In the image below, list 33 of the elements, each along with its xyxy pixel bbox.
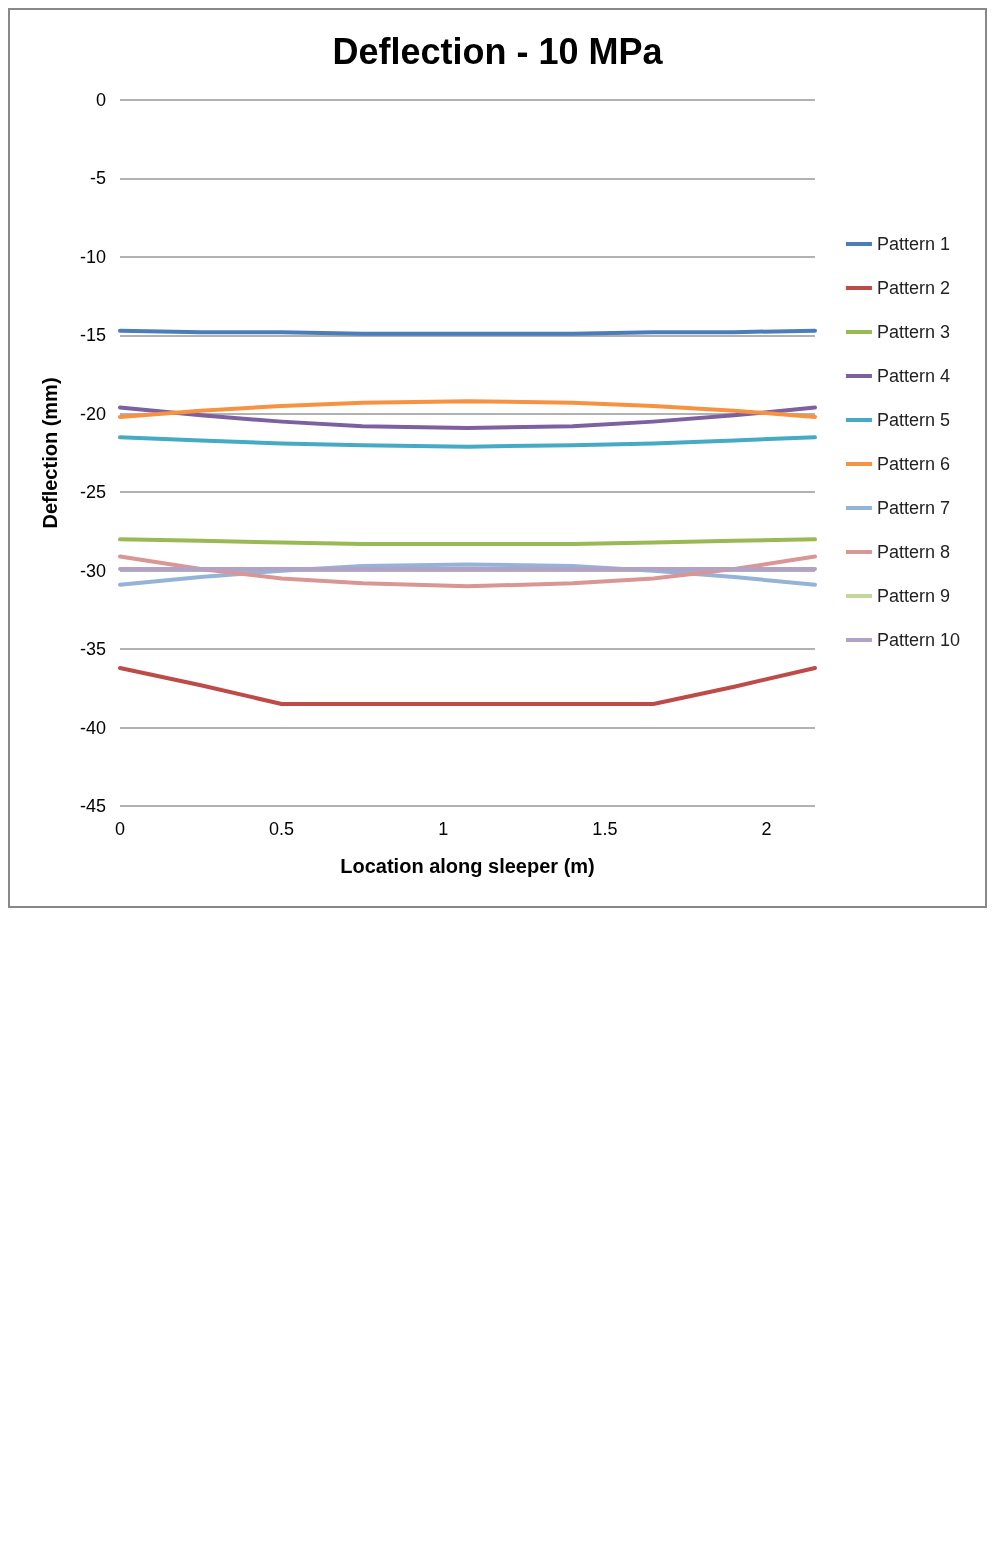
- legend-label: Pattern 2: [876, 278, 950, 298]
- legend-label: Pattern 6: [876, 454, 950, 474]
- x-tick-label: 1.5: [592, 819, 618, 839]
- y-tick-label: -30: [79, 560, 106, 581]
- y-tick-label: -25: [79, 482, 106, 503]
- legend-label: Pattern 10: [876, 630, 961, 650]
- y-tick-label: -20: [79, 403, 106, 424]
- y-tick-label: -10: [79, 246, 106, 267]
- x-axis-title: Location along sleeper (m): [340, 855, 595, 877]
- chart-title: Deflection - 10 MPa: [332, 30, 664, 72]
- legend-label: Pattern 4: [876, 366, 950, 386]
- legend-label: Pattern 9: [876, 586, 950, 606]
- legend-label: Pattern 3: [876, 322, 950, 342]
- y-tick-label: -40: [79, 717, 106, 738]
- line-series: [118, 554, 817, 589]
- line-series: [118, 435, 817, 449]
- line-series: [118, 665, 817, 707]
- y-tick-label: -15: [79, 325, 106, 346]
- line-series: [118, 405, 817, 430]
- y-axis-title: Deflection (mm): [39, 377, 61, 529]
- x-tick-label: 2: [761, 819, 772, 839]
- legend-label: Pattern 5: [876, 410, 950, 430]
- legend-label: Pattern 8: [876, 542, 950, 562]
- y-tick-label: -5: [89, 168, 106, 189]
- line-series: [118, 399, 817, 419]
- y-tick-label: -45: [79, 796, 106, 816]
- x-tick-label: 0.5: [269, 819, 295, 839]
- x-tick-label: 1: [438, 819, 449, 839]
- legend-label: Pattern 7: [876, 498, 950, 518]
- legend-label: Pattern 1: [876, 234, 950, 254]
- x-tick-label: 0: [114, 819, 126, 839]
- y-tick-label: -35: [79, 639, 106, 660]
- y-tick-label: 0: [95, 90, 106, 110]
